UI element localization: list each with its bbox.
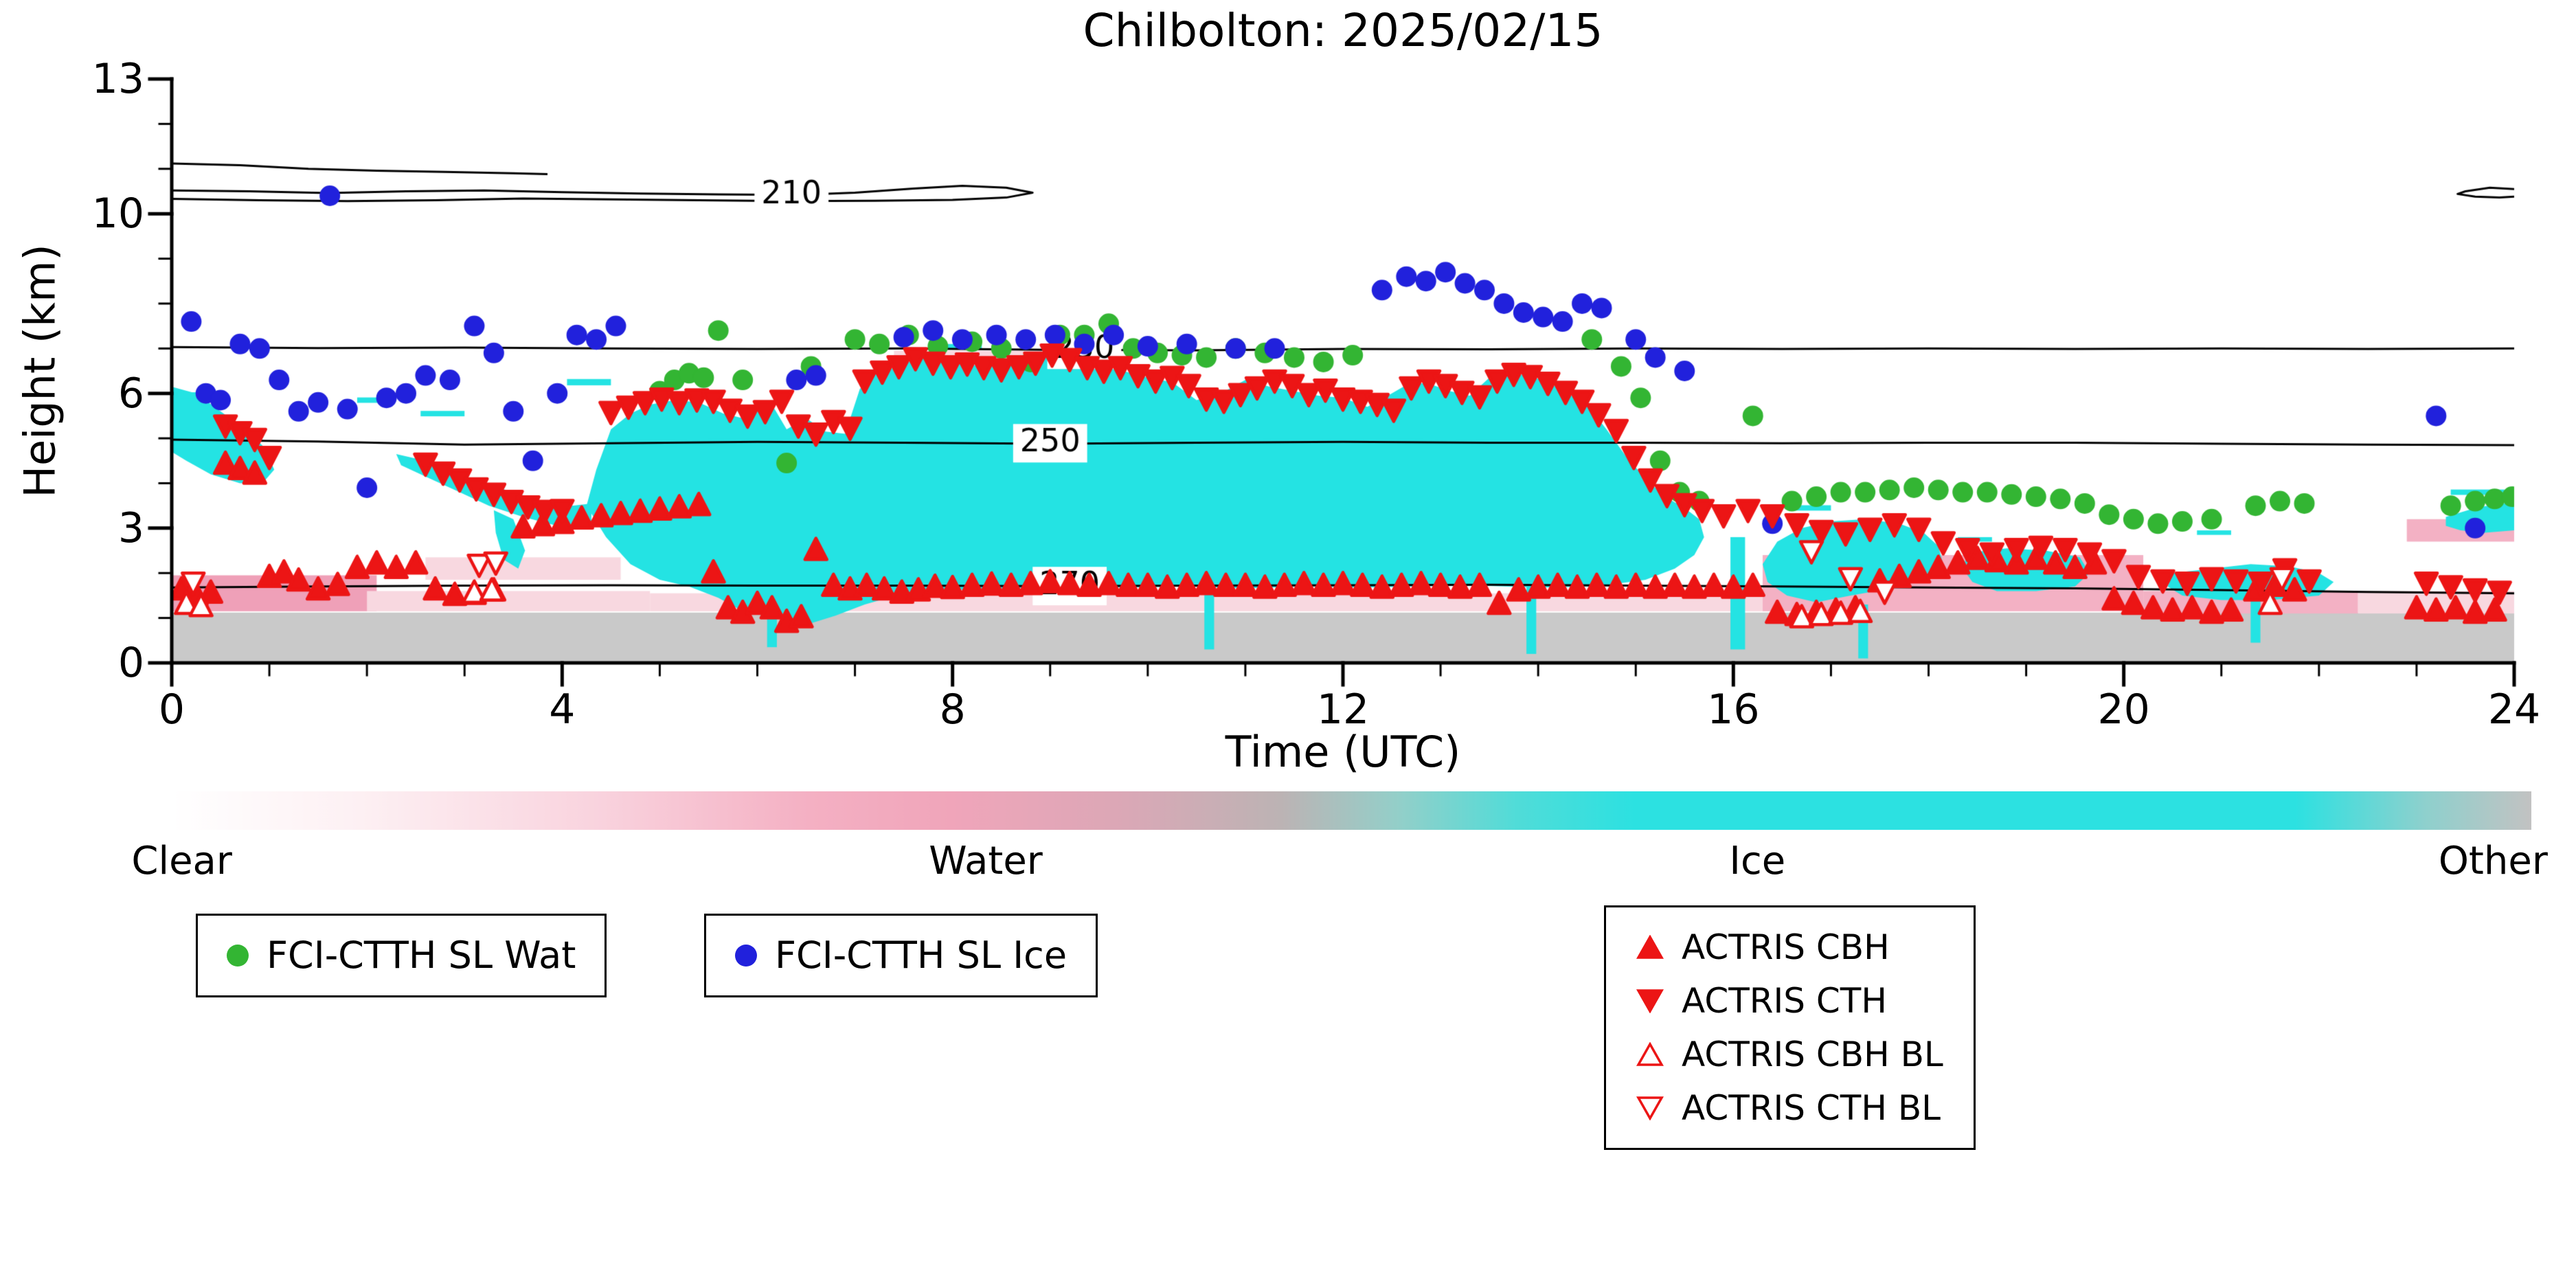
legend-label: ACTRIS CBH BL	[1682, 1035, 1943, 1074]
legend-label: FCI-CTTH SL Wat	[267, 934, 576, 977]
colorbar-label: Ice	[1729, 839, 1786, 883]
legend-label: ACTRIS CBH	[1682, 927, 1890, 967]
chart-title: Chilbolton: 2025/02/15	[1083, 4, 1603, 57]
legend-blue-circle-icon	[735, 945, 757, 967]
legend-row: ACTRIS CTH	[1636, 982, 1943, 1020]
y-tick-label: 6	[117, 369, 144, 418]
legend-label: ACTRIS CTH	[1682, 981, 1887, 1021]
y-tick-label: 0	[117, 639, 144, 687]
legend-row: ACTRIS CBH BL	[1636, 1035, 1943, 1074]
x-tick-label: 0	[158, 686, 185, 734]
x-tick-label: 24	[2487, 686, 2541, 734]
legend-fci-ctth-wat: FCI-CTTH SL Wat	[196, 914, 607, 997]
y-tick-label: 13	[91, 55, 144, 103]
legend-label: ACTRIS CTH BL	[1682, 1088, 1941, 1128]
legend-tri-down-icon	[1636, 989, 1664, 1013]
x-tick-label: 8	[939, 686, 966, 734]
legend-tri-up-icon	[1636, 935, 1664, 959]
x-tick-label: 12	[1316, 686, 1370, 734]
legend-row: ACTRIS CBH	[1636, 928, 1943, 967]
x-tick-label: 16	[1707, 686, 1760, 734]
legend-row: FCI-CTTH SL Ice	[735, 935, 1067, 976]
colorbar-label: Clear	[131, 839, 232, 883]
plot-canvas	[131, 58, 2555, 704]
x-tick-label: 4	[549, 686, 576, 734]
x-tick-label: 20	[2097, 686, 2150, 734]
colorbar-label: Water	[929, 839, 1043, 883]
colorbar	[172, 791, 2531, 830]
legend-row: FCI-CTTH SL Wat	[227, 935, 576, 976]
legend-actris: ACTRIS CBH ACTRIS CTH ACTRIS CBH BL ACTRIS …	[1604, 905, 1976, 1150]
y-tick-label: 3	[117, 504, 144, 552]
legend-tri-up-open-icon	[1636, 1042, 1664, 1066]
x-axis-label: Time (UTC)	[1225, 727, 1461, 777]
legend-tri-down-open-icon	[1636, 1096, 1664, 1120]
legend-label: FCI-CTTH SL Ice	[775, 934, 1067, 977]
legend-fci-ctth-ice: FCI-CTTH SL Ice	[704, 914, 1098, 997]
colorbar-label: Other	[2438, 839, 2548, 883]
legend-row: ACTRIS CTH BL	[1636, 1089, 1943, 1127]
y-tick-label: 10	[91, 190, 144, 238]
legend-green-circle-icon	[227, 945, 249, 967]
